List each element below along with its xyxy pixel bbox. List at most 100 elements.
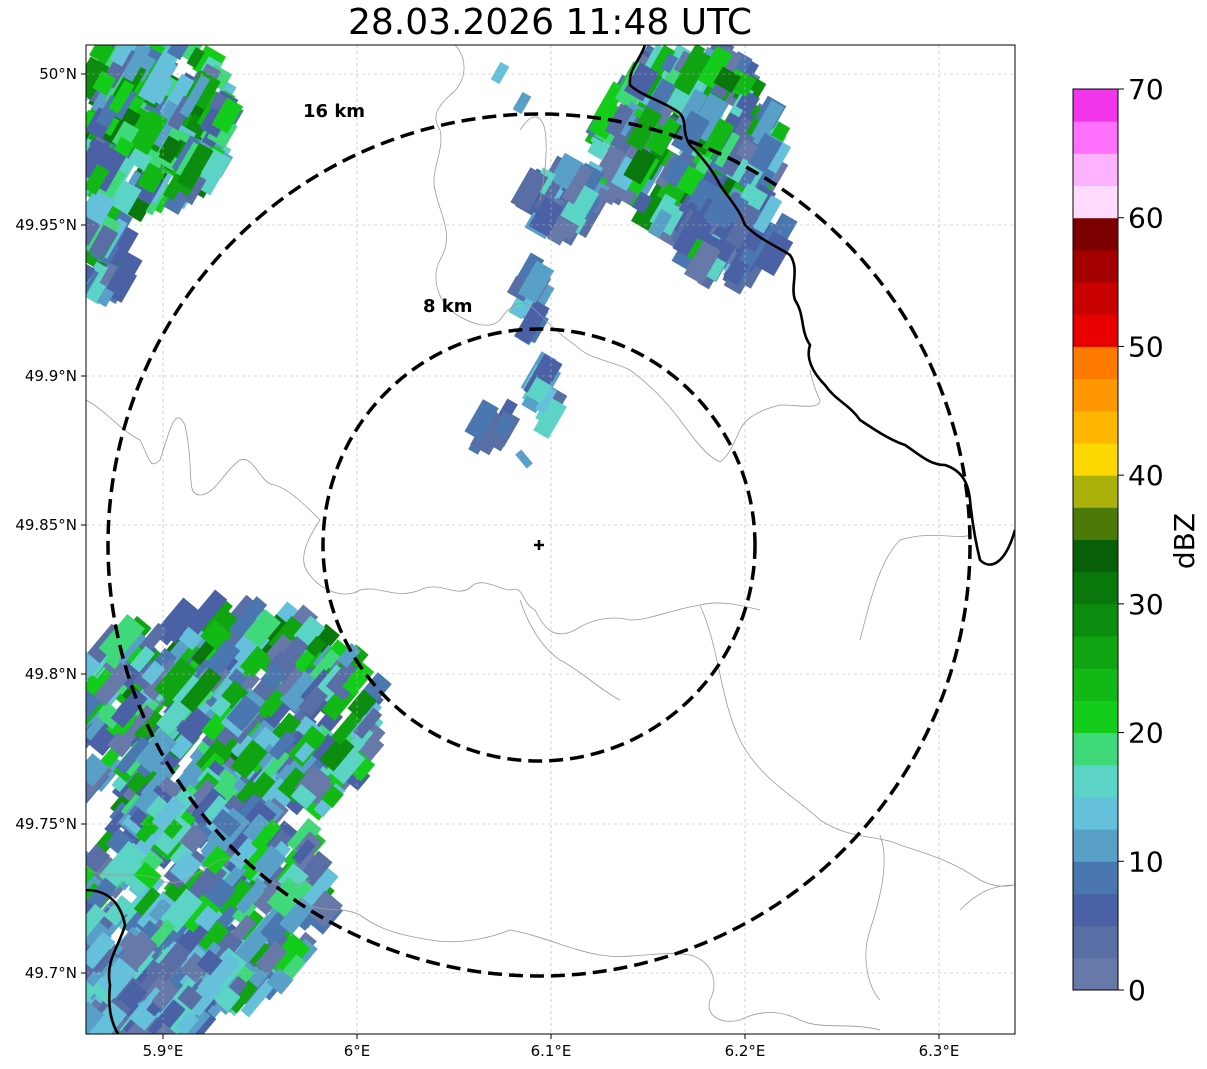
echo-cell [353, 707, 383, 740]
echo-cell [92, 70, 117, 96]
ring-label-8km: 8 km [423, 296, 473, 317]
admin-borders [86, 45, 1015, 1031]
colorbar-label: dBZ [1168, 513, 1201, 569]
echo-cell [702, 190, 737, 228]
echo-cell [215, 986, 241, 1012]
echo-cell [277, 767, 313, 803]
echo-cell [302, 868, 339, 908]
echo-cell [623, 62, 660, 102]
echo-cell [265, 651, 298, 683]
echo-cell [735, 89, 760, 115]
echo-cell [133, 861, 162, 890]
echo-cell [623, 146, 657, 185]
lon-tick-label: 5.9°E [143, 1042, 184, 1060]
echo-cell [631, 197, 663, 231]
echo-cell [490, 61, 510, 85]
echo-cell [243, 609, 282, 649]
echo-cell [147, 999, 186, 1034]
admin-border-line [859, 534, 971, 641]
echo-cell [189, 787, 226, 828]
echo-cell [252, 844, 287, 881]
echo-cell [330, 711, 362, 746]
echo-cell [290, 783, 317, 810]
echo-cell [196, 596, 233, 636]
echo-cell [177, 985, 203, 1011]
echo-cell [294, 742, 315, 763]
admin-border-line [86, 399, 761, 635]
ring-label-16km: 16 km [303, 101, 365, 122]
echo-cell [735, 138, 759, 162]
echo-cell [86, 157, 98, 207]
echo-cell [216, 878, 254, 919]
colorbar-segment [1073, 121, 1118, 154]
echo-cell [124, 1020, 155, 1034]
echo-cell [129, 645, 156, 673]
echo-cell [136, 162, 166, 194]
admin-border-line [433, 45, 821, 463]
echo-cell [86, 1001, 128, 1034]
echo-cell [99, 840, 145, 889]
echo-cell [675, 165, 706, 197]
colorbar-segment [1073, 346, 1118, 380]
colorbar: 0 10 20 30 40 50 60 70 [1072, 73, 1164, 1007]
echo-cell [141, 660, 166, 686]
echo-cell [671, 110, 711, 156]
echo-cell [133, 887, 167, 922]
colorbar-segment [1073, 893, 1118, 927]
range-rings [106, 112, 972, 978]
echo-cell [697, 45, 733, 89]
echo-cell [752, 195, 783, 234]
colorbar-segment [1073, 668, 1118, 701]
colorbar-segment [1073, 217, 1118, 251]
echo-cell [230, 739, 268, 780]
lat-tick-label: 50°N [39, 65, 77, 83]
echo-cell [733, 72, 757, 98]
echo-cell [88, 224, 118, 260]
echo-cell [625, 106, 663, 152]
echo-cell [177, 45, 207, 63]
echo-cell [631, 191, 653, 214]
colorbar-segment [1073, 796, 1118, 830]
echo-cell [98, 613, 145, 663]
colorbar-tick-label: 60 [1128, 202, 1164, 235]
echo-cell [748, 100, 785, 147]
colorbar-tick-label: 30 [1128, 588, 1164, 621]
echo-cell [553, 155, 583, 190]
echo-cell [148, 45, 172, 55]
echo-cell [514, 299, 550, 345]
echo-cell [721, 195, 749, 233]
echo-cell [164, 878, 190, 904]
lat-tick-label: 49.8°N [25, 665, 77, 683]
lon-tick-label: 6.2°E [725, 1042, 766, 1060]
colorbar-tick-label: 70 [1128, 73, 1164, 106]
echo-cell [126, 763, 161, 799]
echo-cell [175, 1007, 211, 1034]
colorbar-tick-label: 10 [1128, 845, 1164, 878]
echo-cell [86, 967, 108, 1001]
colorbar-segment [1073, 185, 1118, 219]
echo-cell [226, 695, 262, 732]
echo-cell [240, 977, 277, 1018]
echo-cell [86, 90, 90, 135]
echo-cell [647, 209, 673, 239]
echo-cell [266, 967, 294, 995]
echo-cell [110, 688, 148, 729]
echo-cell [645, 113, 681, 157]
admin-border-line [87, 858, 311, 887]
echo-cell [239, 645, 270, 678]
admin-border-line [519, 116, 547, 201]
echo-cell [86, 674, 110, 707]
echo-cell [268, 730, 297, 761]
echo-cell [139, 622, 168, 654]
echo-cell [119, 45, 152, 83]
echo-cell [235, 878, 268, 915]
echo-cell [104, 807, 132, 837]
colorbar-segment [1073, 507, 1118, 540]
echo-cell [137, 55, 178, 105]
lat-tick-label: 49.95°N [15, 216, 77, 234]
echo-cell [325, 660, 366, 702]
echo-cell [319, 734, 355, 772]
country-border-line [86, 888, 127, 1034]
echo-cell [261, 749, 290, 780]
